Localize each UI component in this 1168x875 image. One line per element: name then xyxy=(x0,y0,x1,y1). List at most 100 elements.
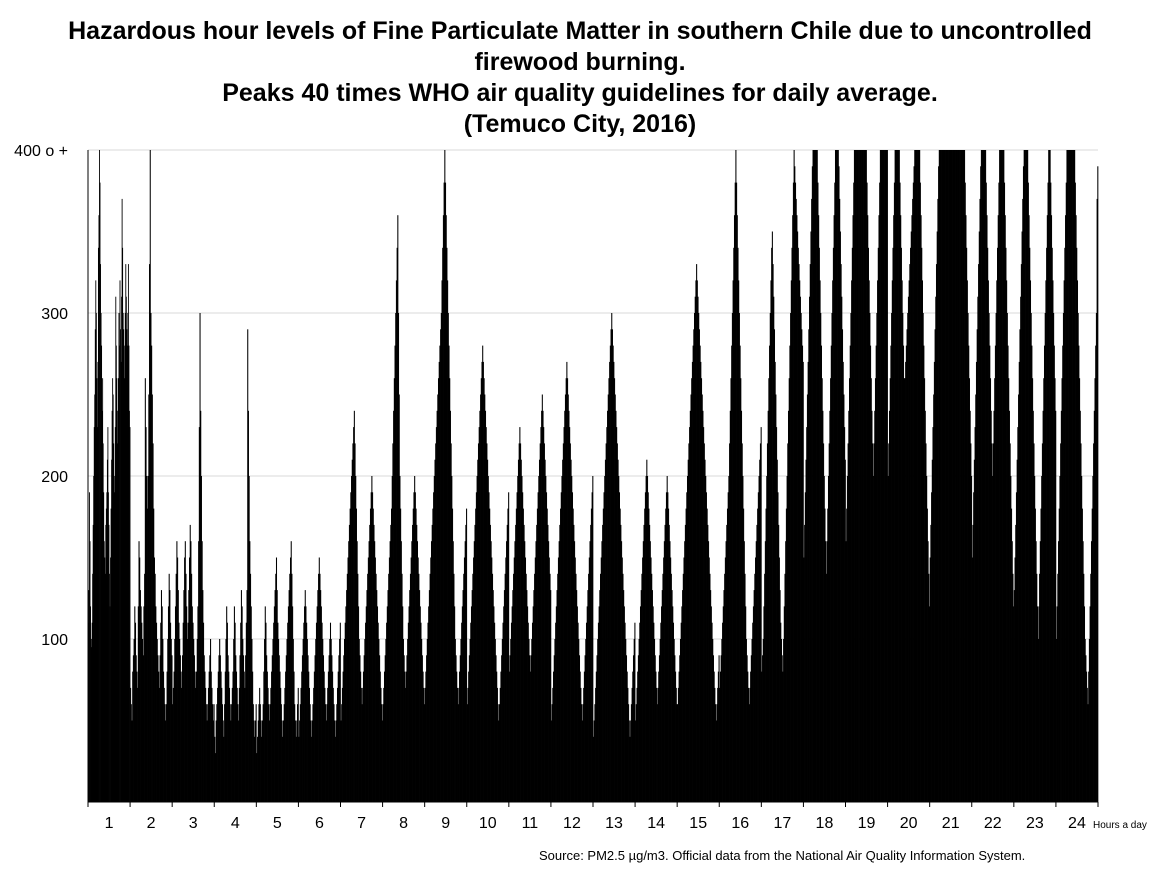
bar-21-15 xyxy=(940,150,942,802)
bar-13-3 xyxy=(595,687,597,802)
bar-3-9 xyxy=(178,622,180,802)
bar-19-46 xyxy=(877,247,879,803)
bar-23-33 xyxy=(1036,606,1039,802)
bar-11-44 xyxy=(539,443,541,802)
bar-1-37 xyxy=(107,427,109,802)
bar-19-6 xyxy=(849,345,851,802)
bar-7-20 xyxy=(354,443,356,802)
bar-14-40 xyxy=(663,557,665,802)
bar-23-12 xyxy=(1022,198,1024,802)
bar-20-32 xyxy=(910,247,912,803)
bar-21-24 xyxy=(946,150,948,802)
bar-24-3 xyxy=(1058,541,1060,802)
bar-9-7 xyxy=(429,573,431,802)
bar-14-33 xyxy=(658,671,660,802)
bar-9-37 xyxy=(450,443,452,802)
bar-9-40 xyxy=(452,541,454,802)
bar-14-57 xyxy=(675,671,677,802)
bar-9-32 xyxy=(447,280,449,802)
bar-15-26 xyxy=(695,280,697,802)
bar-2-34 xyxy=(153,557,155,802)
bar-13-30 xyxy=(614,378,616,802)
bar-3-20 xyxy=(186,606,188,802)
bar-14-3 xyxy=(637,671,639,802)
bar-10-50 xyxy=(501,639,503,802)
bar-8-42 xyxy=(412,524,414,802)
bar-22-3 xyxy=(973,459,975,802)
bar-11-52 xyxy=(545,476,547,802)
bar-11-37 xyxy=(534,557,536,802)
bar-19-47 xyxy=(878,215,880,802)
bar-8-56 xyxy=(421,655,423,802)
bar-3-53 xyxy=(209,655,211,802)
bar-1-53 xyxy=(115,345,117,802)
bar-4-37 xyxy=(240,622,242,802)
x-tick-label-2: 2 xyxy=(147,815,156,832)
bar-12-9 xyxy=(557,573,559,802)
bar-8-52 xyxy=(419,590,421,802)
bar-13-53 xyxy=(630,720,632,802)
bar-5-31 xyxy=(278,639,280,802)
bar-3-48 xyxy=(205,704,207,802)
bar-17-56 xyxy=(800,313,802,802)
bar-13-15 xyxy=(603,492,605,802)
bar-15-51 xyxy=(712,655,714,802)
bar-20-35 xyxy=(912,198,914,802)
bar-2-33 xyxy=(153,508,155,802)
bar-17-2 xyxy=(762,639,764,802)
bar-20-20 xyxy=(901,280,903,802)
bar-4-27 xyxy=(233,639,235,802)
bar-1-11 xyxy=(93,427,95,802)
bar-5-4 xyxy=(259,687,261,802)
bar-15-27 xyxy=(696,264,698,803)
bar-7-4 xyxy=(343,655,345,802)
bar-15-55 xyxy=(715,720,717,802)
bar-24-52 xyxy=(1092,476,1094,802)
bar-12-25 xyxy=(568,410,570,802)
bar-12-16 xyxy=(562,459,564,802)
bar-9-30 xyxy=(445,215,447,802)
bar-3-49 xyxy=(206,720,208,802)
bar-7-58 xyxy=(381,704,383,802)
bar-24-32 xyxy=(1078,345,1080,802)
bar-9-29 xyxy=(445,182,447,803)
bar-16-17 xyxy=(731,345,733,802)
bar-15-47 xyxy=(710,590,712,802)
bar-11-41 xyxy=(537,492,539,802)
bar-4-46 xyxy=(246,590,248,802)
bar-1-36 xyxy=(106,459,108,802)
bar-2-19 xyxy=(143,606,145,802)
bar-7-41 xyxy=(369,524,371,802)
bar-10-40 xyxy=(494,639,496,802)
bar-4-51 xyxy=(250,573,252,802)
bar-19-54 xyxy=(883,150,885,802)
bar-1-43 xyxy=(110,508,112,802)
bar-10-57 xyxy=(506,524,508,802)
bar-12-46 xyxy=(583,687,585,802)
bar-9-4 xyxy=(427,622,429,802)
bar-2-3 xyxy=(132,671,134,802)
bar-16-55 xyxy=(757,492,759,802)
bar-1-20 xyxy=(98,215,100,802)
bar-17-15 xyxy=(771,231,773,802)
bar-9-1 xyxy=(425,671,427,802)
bar-19-37 xyxy=(871,410,873,802)
bar-20-29 xyxy=(907,296,909,802)
bar-12-14 xyxy=(560,492,562,802)
bar-20-18 xyxy=(900,215,902,802)
bar-1-78 xyxy=(129,410,130,802)
bar-6-52 xyxy=(334,736,336,802)
source-note: Source: PM2.5 µg/m3. Official data from … xyxy=(539,848,1026,863)
bar-17-57 xyxy=(801,329,803,802)
bar-19-16 xyxy=(856,150,858,802)
bar-8-33 xyxy=(405,671,407,802)
bar-12-5 xyxy=(554,639,556,802)
bar-15-50 xyxy=(712,639,714,802)
bar-22-39 xyxy=(999,150,1001,802)
bar-1-79 xyxy=(129,427,131,802)
bar-19-39 xyxy=(872,476,874,802)
bar-21-30 xyxy=(950,150,952,802)
bar-24-34 xyxy=(1079,410,1081,802)
bar-13-9 xyxy=(599,590,601,802)
bar-6-49 xyxy=(332,687,334,802)
